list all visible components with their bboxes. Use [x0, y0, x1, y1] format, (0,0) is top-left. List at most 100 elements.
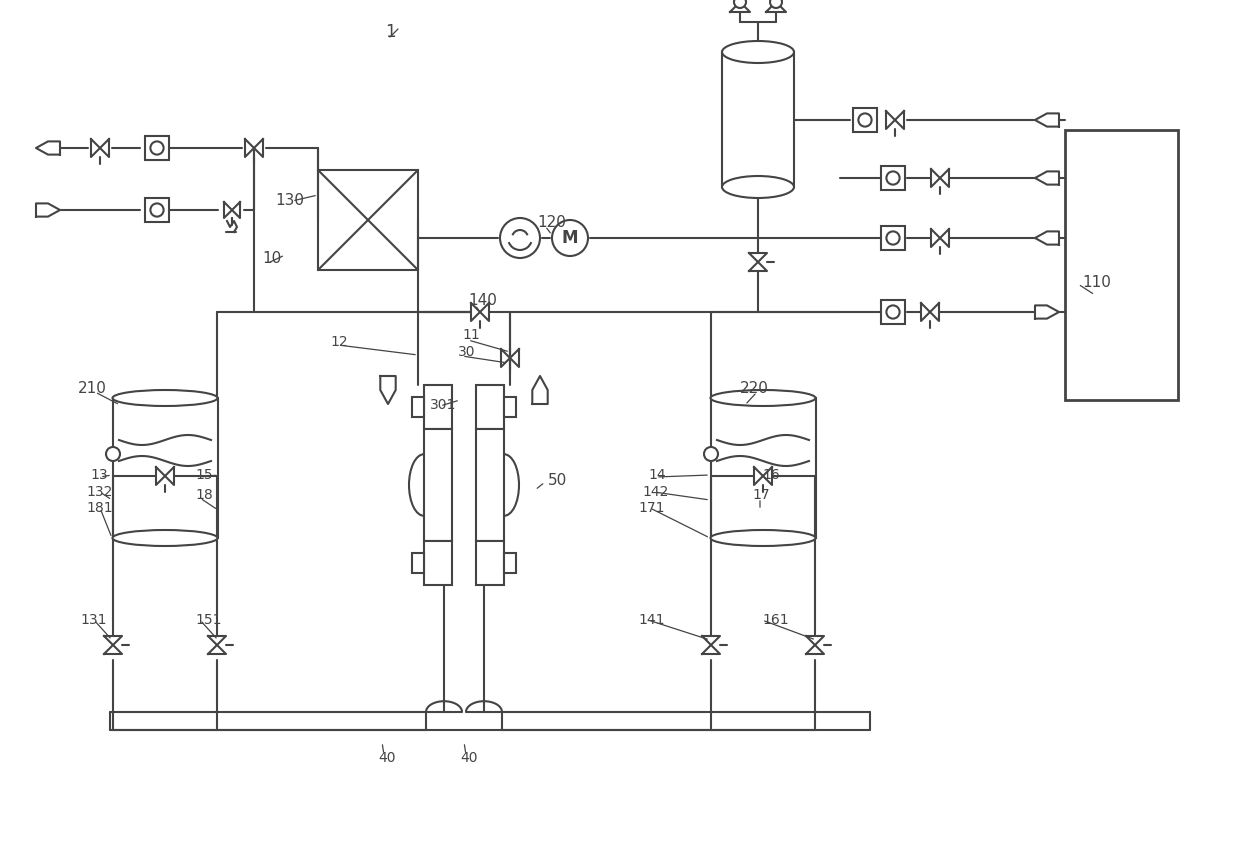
Polygon shape — [749, 253, 768, 262]
Bar — [412, 397, 424, 417]
Polygon shape — [754, 467, 763, 485]
Polygon shape — [480, 303, 489, 321]
Text: 14: 14 — [649, 468, 666, 482]
Polygon shape — [749, 262, 768, 271]
Polygon shape — [806, 636, 825, 645]
Bar — [503, 397, 516, 417]
Bar — [476, 541, 503, 585]
Polygon shape — [766, 0, 786, 2]
Circle shape — [552, 220, 588, 256]
Text: 13: 13 — [91, 468, 108, 482]
Bar — [880, 300, 905, 324]
Text: 110: 110 — [1083, 274, 1111, 290]
Text: 151: 151 — [195, 613, 222, 627]
Polygon shape — [246, 139, 254, 157]
Text: 161: 161 — [763, 613, 789, 627]
Text: 16: 16 — [763, 468, 780, 482]
Polygon shape — [940, 169, 949, 187]
Polygon shape — [36, 204, 60, 216]
Text: 11: 11 — [463, 328, 480, 342]
Bar — [412, 553, 424, 573]
Text: 40: 40 — [378, 751, 396, 765]
Polygon shape — [501, 349, 510, 367]
Ellipse shape — [711, 390, 816, 406]
Text: 10: 10 — [262, 251, 281, 265]
Bar — [145, 136, 169, 160]
Polygon shape — [91, 139, 100, 157]
Bar — [711, 398, 816, 538]
Text: 12: 12 — [330, 335, 347, 349]
Text: 181: 181 — [86, 501, 113, 515]
Polygon shape — [254, 139, 263, 157]
Ellipse shape — [711, 530, 816, 546]
Text: 301: 301 — [430, 398, 456, 412]
Circle shape — [150, 141, 164, 155]
Polygon shape — [921, 303, 930, 321]
Bar — [880, 226, 905, 250]
Polygon shape — [895, 111, 904, 129]
Circle shape — [887, 172, 899, 184]
Circle shape — [105, 447, 120, 461]
Ellipse shape — [113, 390, 217, 406]
Bar — [424, 429, 453, 541]
Text: 131: 131 — [81, 613, 107, 627]
Polygon shape — [104, 636, 122, 645]
Text: 141: 141 — [639, 613, 665, 627]
Bar — [503, 553, 516, 573]
Text: 142: 142 — [642, 485, 668, 499]
Bar — [880, 166, 905, 190]
Polygon shape — [1035, 114, 1059, 126]
Text: 18: 18 — [195, 488, 213, 502]
Polygon shape — [510, 349, 520, 367]
Polygon shape — [36, 141, 60, 155]
Bar — [853, 108, 877, 132]
Text: 1: 1 — [384, 23, 396, 41]
Polygon shape — [702, 636, 720, 645]
Text: 50: 50 — [548, 472, 567, 488]
Polygon shape — [931, 229, 940, 247]
Polygon shape — [165, 467, 174, 485]
Text: M: M — [562, 229, 578, 247]
Text: 17: 17 — [751, 488, 770, 502]
Text: 220: 220 — [740, 381, 769, 396]
Polygon shape — [532, 376, 548, 404]
Polygon shape — [730, 2, 750, 12]
Polygon shape — [887, 111, 895, 129]
Polygon shape — [224, 202, 232, 218]
Bar — [145, 198, 169, 222]
Polygon shape — [104, 645, 122, 654]
Polygon shape — [100, 139, 109, 157]
Polygon shape — [931, 169, 940, 187]
Text: 120: 120 — [537, 215, 565, 230]
Text: 40: 40 — [460, 751, 477, 765]
Circle shape — [734, 0, 746, 8]
Circle shape — [887, 306, 899, 318]
Bar — [424, 541, 453, 585]
Polygon shape — [232, 202, 241, 218]
Bar — [317, 170, 418, 270]
Polygon shape — [208, 645, 226, 654]
Text: 210: 210 — [78, 381, 107, 396]
Polygon shape — [471, 303, 480, 321]
Bar — [424, 385, 453, 429]
Polygon shape — [1035, 306, 1059, 318]
Polygon shape — [766, 2, 786, 12]
Polygon shape — [730, 0, 750, 2]
Polygon shape — [1035, 172, 1059, 184]
Bar — [722, 52, 794, 187]
Ellipse shape — [722, 41, 794, 63]
Bar — [476, 385, 503, 429]
Polygon shape — [702, 645, 720, 654]
Bar — [476, 429, 503, 541]
Text: 130: 130 — [275, 193, 304, 207]
Text: 132: 132 — [86, 485, 113, 499]
Polygon shape — [1035, 232, 1059, 244]
Text: 140: 140 — [467, 292, 497, 307]
Bar — [1065, 130, 1178, 400]
Polygon shape — [156, 467, 165, 485]
Text: 30: 30 — [458, 345, 475, 359]
Circle shape — [858, 114, 872, 126]
Polygon shape — [940, 229, 949, 247]
Circle shape — [150, 204, 164, 216]
Circle shape — [770, 0, 782, 8]
